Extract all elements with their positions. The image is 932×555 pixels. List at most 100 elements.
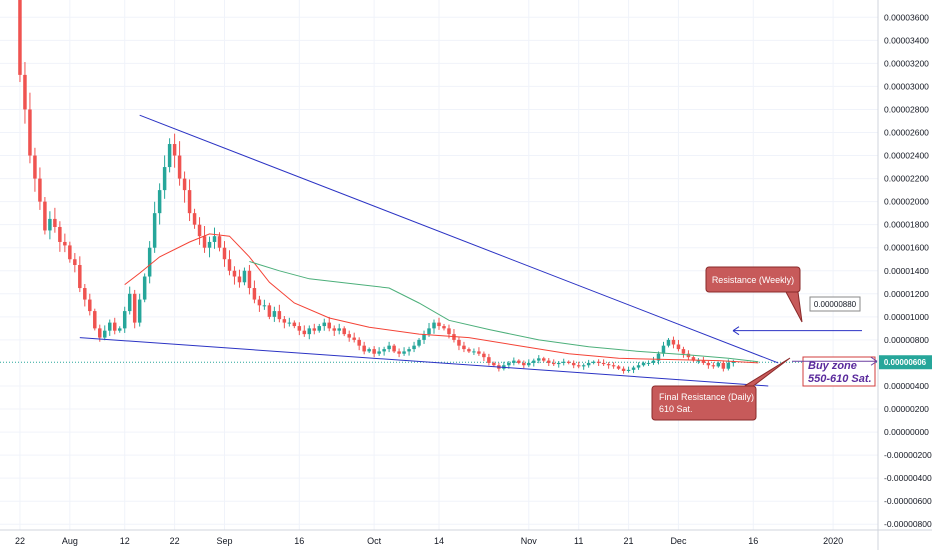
candle-body (232, 270, 237, 277)
trendlines (79, 114, 779, 387)
x-tick-label: 2020 (823, 536, 843, 546)
candle-body (332, 328, 336, 331)
candle-body (252, 288, 257, 300)
candle-body (462, 345, 466, 350)
daily-callout-line2: 610 Sat. (659, 404, 693, 414)
x-tick-label: Nov (521, 536, 538, 546)
candle-body (282, 319, 287, 323)
candle-body (407, 349, 411, 352)
y-tick-label: 0.00000400 (884, 381, 929, 391)
candle-body (467, 349, 471, 352)
candle-body (487, 357, 491, 363)
candle-body (277, 311, 282, 320)
candle-body (182, 178, 187, 191)
candle-body (222, 247, 227, 260)
candle-body (641, 362, 646, 366)
candle-body (527, 362, 531, 366)
candle-body (33, 155, 37, 179)
candle-body (636, 365, 641, 368)
candle-body (576, 365, 581, 367)
candle-body (192, 213, 197, 225)
candle-body (726, 362, 731, 369)
candle-body (432, 322, 436, 329)
candle-body (547, 360, 551, 363)
candle-body (93, 311, 97, 329)
weekly-value-text: 0.00000880 (814, 300, 857, 309)
current-price-tag (879, 355, 932, 370)
candle-body (596, 361, 601, 363)
candle-body (477, 351, 481, 354)
candle-body (537, 358, 541, 361)
candle-body (532, 360, 536, 363)
candle-body (142, 276, 147, 300)
candle-body (711, 365, 716, 367)
candle-body (517, 360, 521, 363)
candle-body (272, 311, 277, 317)
grid (0, 0, 878, 530)
y-tick-label: 0.00001400 (884, 266, 929, 276)
candle-body (347, 334, 351, 338)
y-tick-label: 0.00003600 (884, 12, 929, 22)
candle-body (482, 353, 486, 358)
y-tick-label: 0.00002800 (884, 104, 929, 114)
y-tick-label: -0.00000800 (884, 519, 932, 529)
y-tick-label: 0.00003200 (884, 58, 929, 68)
candle-body (152, 213, 157, 248)
candle-body (681, 349, 686, 354)
candle-body (132, 293, 137, 323)
y-tick-label: 0.00000800 (884, 335, 929, 345)
candle-body (442, 326, 446, 329)
y-tick-label: 0.00001200 (884, 289, 929, 299)
moving-averages (124, 233, 759, 364)
candle-body (322, 322, 327, 327)
y-tick-label: -0.00000200 (884, 450, 932, 460)
candle-body (342, 328, 346, 335)
candle-body (447, 328, 451, 335)
candle-body (457, 339, 461, 346)
candle-body (162, 167, 167, 191)
candle-body (716, 362, 721, 367)
candle-body (616, 366, 621, 369)
candle-body (417, 339, 421, 346)
candle-body (422, 334, 426, 340)
candle-body (262, 305, 267, 307)
candle-body (586, 362, 591, 366)
y-tick-label: 0.00002400 (884, 151, 929, 161)
candle-body (237, 276, 242, 283)
candle-body (63, 241, 67, 246)
weekly-callout-text: Resistance (Weekly) (712, 275, 794, 285)
candle-body (676, 344, 681, 350)
candle-body (73, 259, 77, 265)
x-tick-label: Dec (670, 536, 687, 546)
candle-body (392, 345, 396, 352)
candle-body (651, 360, 656, 363)
candle-body (48, 218, 52, 231)
candle-body (242, 270, 247, 283)
candle-body (207, 241, 212, 248)
candle-body (412, 345, 416, 350)
x-tick-label: 21 (624, 536, 634, 546)
x-tick-label: 14 (434, 536, 444, 546)
y-tick-label: 0.00000200 (884, 404, 929, 414)
candle-body (696, 360, 701, 362)
candle-body (147, 247, 152, 277)
candle-body (631, 367, 636, 370)
x-tick-label: Sep (216, 536, 232, 546)
candle-body (317, 326, 322, 331)
candle-body (591, 361, 596, 363)
candle-body (217, 236, 222, 248)
candle-body (227, 259, 232, 271)
candle-body (706, 362, 711, 366)
candle-body (78, 265, 82, 289)
candle-body (18, 0, 22, 75)
candle-body (197, 224, 202, 237)
y-tick-label: 0.00001000 (884, 312, 929, 322)
lower-trendline (79, 337, 769, 387)
candle-body (337, 328, 341, 331)
candle-body (666, 339, 671, 346)
candle-body (437, 322, 441, 327)
candle-body (137, 299, 142, 323)
candle-body (601, 362, 606, 365)
